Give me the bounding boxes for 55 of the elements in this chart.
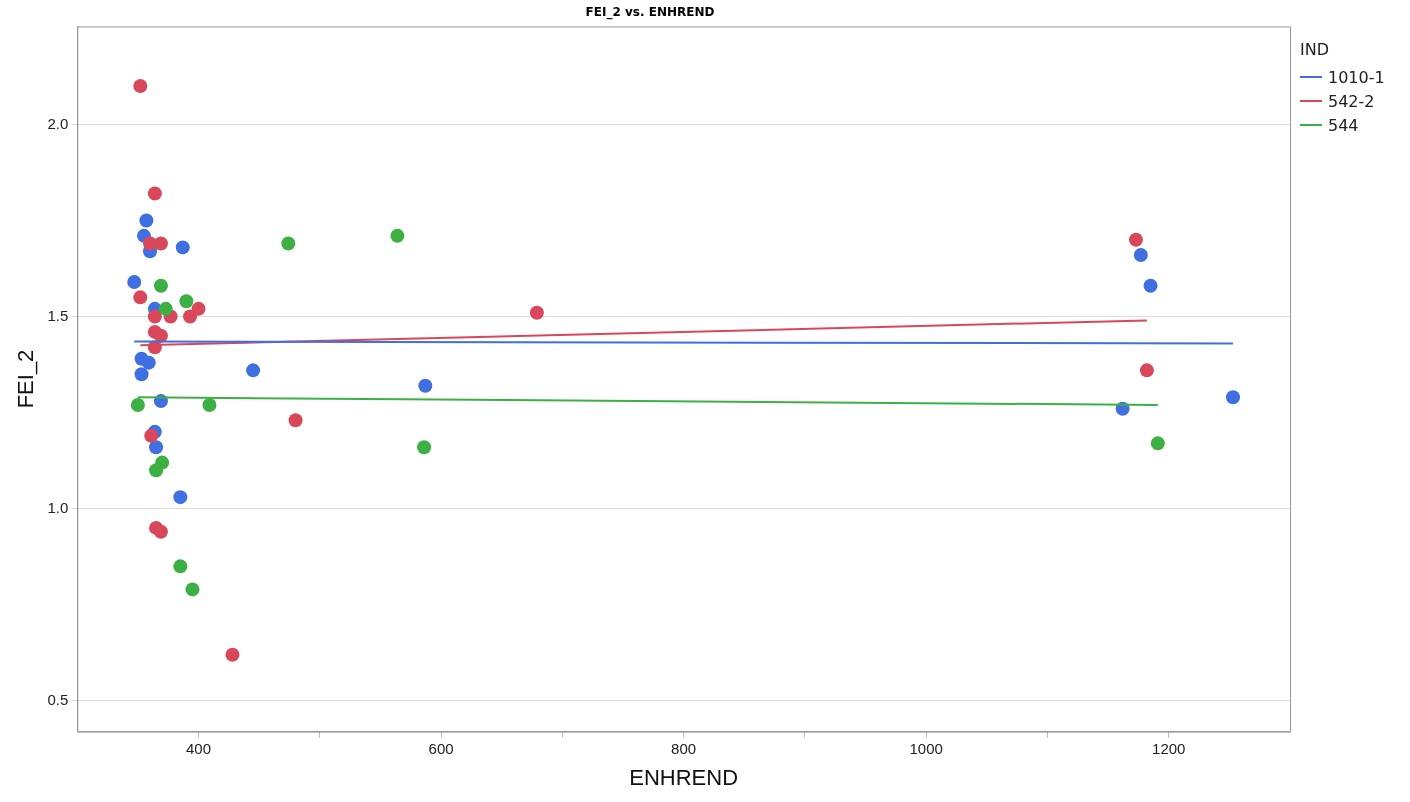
point xyxy=(158,301,173,316)
chart-title: FEI_2 vs. ENHREND xyxy=(585,5,715,21)
y-tick-label: 2.0 xyxy=(47,114,69,132)
point xyxy=(147,309,162,324)
point xyxy=(127,274,142,289)
legend-label: 1010-1 xyxy=(1328,67,1385,87)
point xyxy=(1150,436,1165,451)
x-tick-label: 1200 xyxy=(1152,739,1186,757)
point xyxy=(1143,278,1158,293)
point xyxy=(202,397,217,412)
point xyxy=(225,647,240,662)
x-axis-title: ENHREND xyxy=(629,764,739,790)
y-tick-label: 1.5 xyxy=(47,306,69,324)
point xyxy=(183,309,198,324)
point xyxy=(390,228,405,243)
point xyxy=(130,397,145,412)
y-tick-label: 1.0 xyxy=(47,498,69,516)
point xyxy=(179,294,194,309)
legend-label: 542-2 xyxy=(1328,91,1375,111)
point xyxy=(153,524,168,539)
point xyxy=(246,363,261,378)
x-tick-label: 400 xyxy=(186,739,212,757)
point xyxy=(133,290,148,305)
point xyxy=(144,428,159,443)
y-axis-title: FEI_2 xyxy=(13,349,39,409)
point xyxy=(153,278,168,293)
point xyxy=(418,378,433,393)
point xyxy=(149,440,164,455)
point xyxy=(288,413,303,428)
point xyxy=(133,78,148,93)
legend-title: IND xyxy=(1300,40,1330,60)
point xyxy=(147,186,162,201)
point xyxy=(529,305,544,320)
x-tick-label: 600 xyxy=(428,739,454,757)
point xyxy=(185,582,200,597)
point xyxy=(173,559,188,574)
point xyxy=(175,240,190,255)
x-tick-label: 800 xyxy=(671,739,697,757)
point xyxy=(281,236,296,251)
point xyxy=(141,355,156,370)
point xyxy=(139,213,154,228)
point xyxy=(1133,248,1148,263)
point xyxy=(1139,363,1154,378)
x-tick-label: 1000 xyxy=(909,739,943,757)
point xyxy=(1226,390,1240,405)
point xyxy=(173,490,188,505)
point xyxy=(1128,232,1143,247)
legend-label: 544 xyxy=(1328,115,1359,135)
point xyxy=(149,463,164,478)
point xyxy=(134,367,149,382)
point xyxy=(153,328,168,343)
y-tick-label: 0.5 xyxy=(47,691,69,708)
point xyxy=(417,440,432,455)
point xyxy=(191,301,206,316)
point xyxy=(153,236,168,251)
